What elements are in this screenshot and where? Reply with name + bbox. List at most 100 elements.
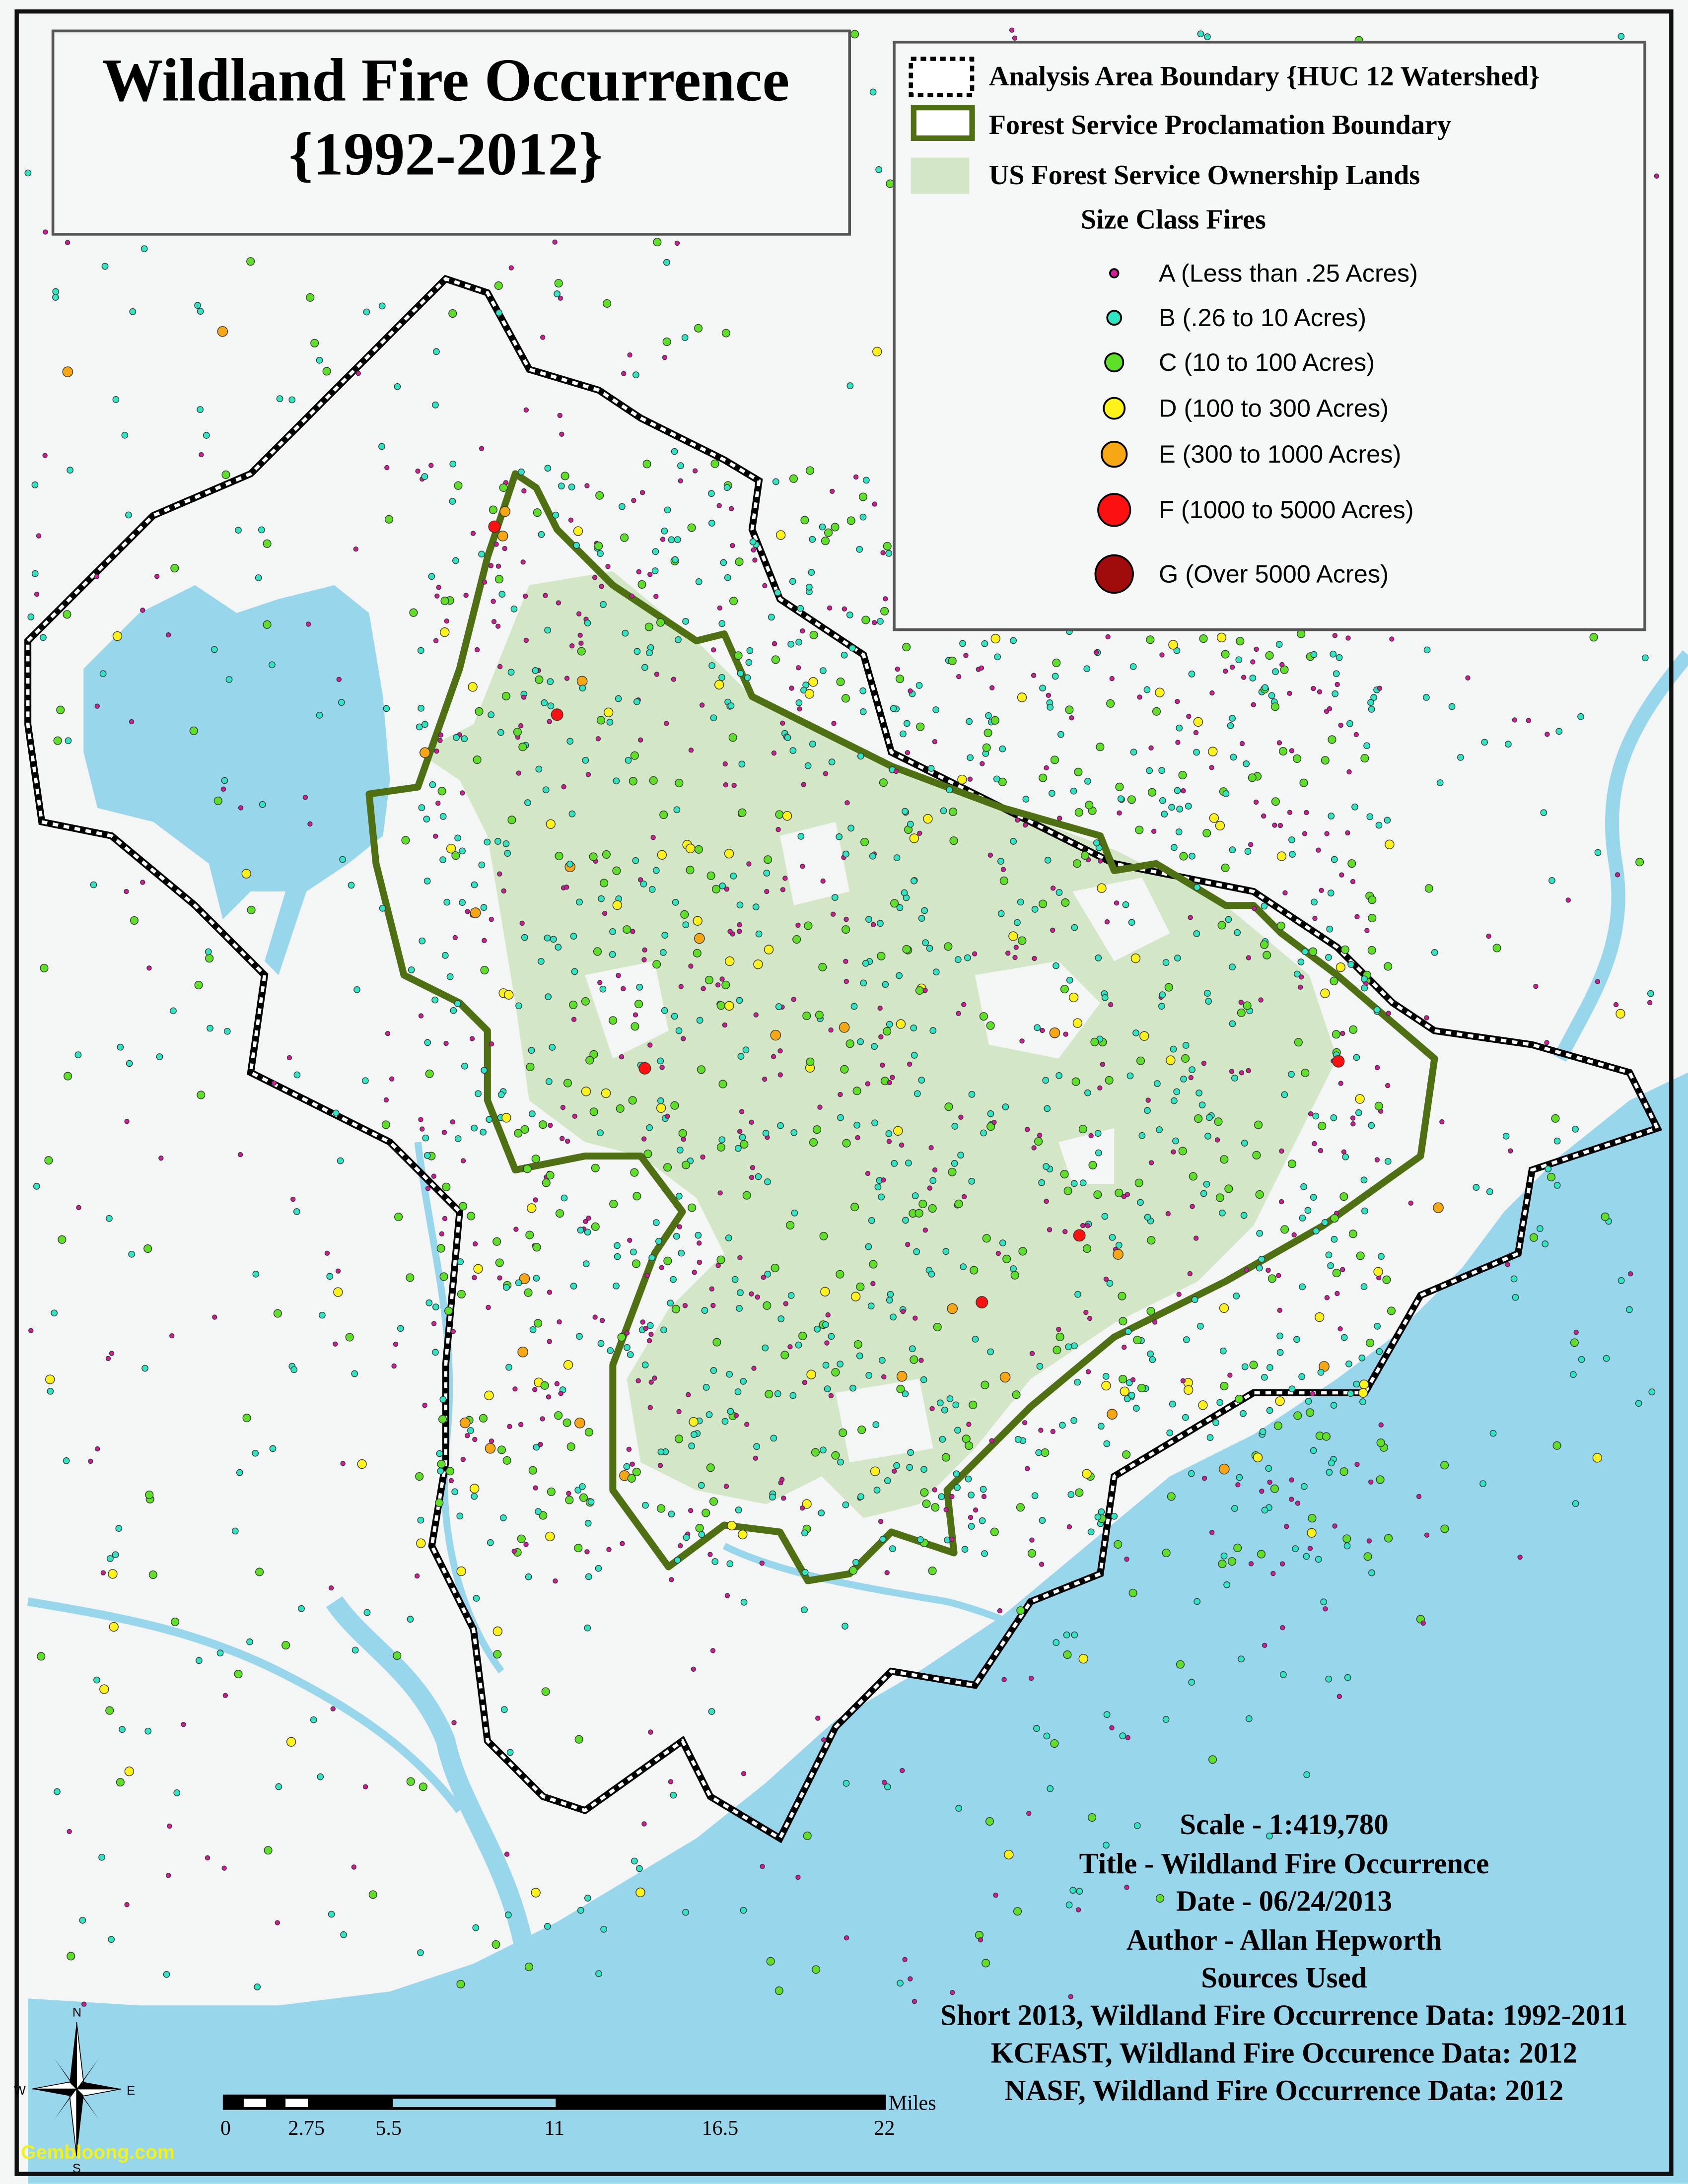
fire-point (1331, 1235, 1338, 1243)
fire-point (728, 506, 734, 512)
fire-point (967, 754, 974, 761)
fire-point (62, 366, 73, 377)
fire-point (1084, 777, 1091, 785)
fire-point (1033, 1725, 1040, 1732)
fire-point (746, 861, 752, 867)
fire-point (418, 804, 425, 812)
fire-point (1103, 1842, 1110, 1849)
fire-point (439, 1231, 445, 1237)
fire-point (1572, 1126, 1579, 1133)
fire-point (631, 1022, 639, 1031)
fire-point (783, 1301, 788, 1306)
size-class-d-symbol (1103, 397, 1126, 420)
fire-point (890, 1075, 895, 1080)
fire-point (1208, 747, 1218, 756)
title-box: Wildland Fire Occurrence {1992-2012} (51, 29, 851, 236)
fire-point (1204, 33, 1211, 41)
fire-point (1481, 739, 1488, 746)
fire-point (1189, 1066, 1196, 1073)
fire-point (662, 337, 671, 346)
fire-point (491, 599, 496, 604)
fire-point (695, 1231, 702, 1239)
fire-point (814, 1325, 821, 1333)
fire-point (383, 1097, 389, 1103)
fire-point (112, 631, 123, 641)
legend-label: Analysis Area Boundary {HUC 12 Watershed… (989, 61, 1540, 92)
fire-point (857, 1426, 866, 1434)
size-class-label: D (100 to 300 Acres) (1159, 394, 1389, 422)
fire-point (31, 481, 39, 488)
fire-point (749, 1291, 754, 1297)
fire-point (1312, 1141, 1317, 1147)
fire-point (1010, 1265, 1017, 1272)
fire-point (1182, 1414, 1189, 1421)
fire-point (442, 1216, 448, 1222)
fire-point (1376, 1438, 1385, 1447)
fire-point (497, 1091, 505, 1098)
fire-point (809, 536, 816, 543)
fire-point (1332, 690, 1339, 697)
fire-point (540, 1381, 549, 1390)
fire-point (378, 302, 386, 310)
fire-point (956, 1011, 961, 1016)
fire-point (1063, 1031, 1068, 1037)
fire-point (612, 900, 622, 910)
fire-point (702, 1508, 710, 1517)
fire-point (328, 1585, 334, 1591)
fire-point (1169, 1400, 1176, 1408)
fire-point (1183, 1336, 1190, 1343)
fire-point (545, 1531, 555, 1542)
fire-point (660, 949, 667, 956)
fire-point (980, 1486, 987, 1493)
fire-point (839, 1022, 850, 1033)
fire-point (1241, 1140, 1248, 1147)
fire-point (1262, 684, 1268, 691)
fire-point (1288, 1071, 1295, 1078)
fire-point (928, 1567, 937, 1575)
fire-point (1001, 1677, 1007, 1683)
fire-point (1070, 1417, 1078, 1424)
fire-point (454, 834, 461, 842)
fire-point (1044, 765, 1049, 771)
fire-point (337, 1157, 344, 1164)
fire-point (1300, 1483, 1308, 1490)
fire-point (647, 572, 653, 577)
fire-point (607, 1347, 614, 1354)
fire-point (1240, 1410, 1247, 1417)
fire-point (1165, 1211, 1171, 1217)
fire-point (1143, 686, 1151, 693)
fire-point (1279, 1148, 1284, 1154)
fire-point (637, 737, 643, 743)
fire-point (1330, 1114, 1337, 1121)
fire-point (780, 720, 785, 726)
fire-point (1343, 1542, 1351, 1550)
fire-point (648, 1729, 653, 1735)
fire-point (574, 1418, 585, 1429)
fire-point (555, 1209, 564, 1218)
fire-point (1221, 650, 1230, 659)
fire-point (865, 1372, 873, 1379)
fire-point (1061, 898, 1070, 907)
fire-point (145, 1491, 154, 1500)
fire-point (544, 626, 551, 634)
fire-point (144, 1727, 152, 1735)
fire-point (1082, 1469, 1092, 1479)
fire-point (1170, 1097, 1178, 1104)
fire-point (865, 1081, 870, 1087)
fire-point (831, 1451, 840, 1460)
fire-point (435, 800, 441, 806)
fire-point (107, 1555, 114, 1562)
fire-point (646, 1322, 654, 1329)
fire-point (1275, 1396, 1285, 1406)
fire-point (643, 1149, 652, 1159)
fire-point (981, 1550, 988, 1557)
fire-point (148, 1570, 157, 1579)
fire-point (1043, 1163, 1050, 1170)
fire-point (1191, 1296, 1198, 1303)
fire-point (1368, 1569, 1375, 1576)
fire-point (417, 1949, 424, 1956)
fire-point (1382, 1275, 1391, 1284)
fire-point (922, 1228, 928, 1233)
fire-point (433, 638, 439, 643)
fire-point (423, 1152, 431, 1159)
